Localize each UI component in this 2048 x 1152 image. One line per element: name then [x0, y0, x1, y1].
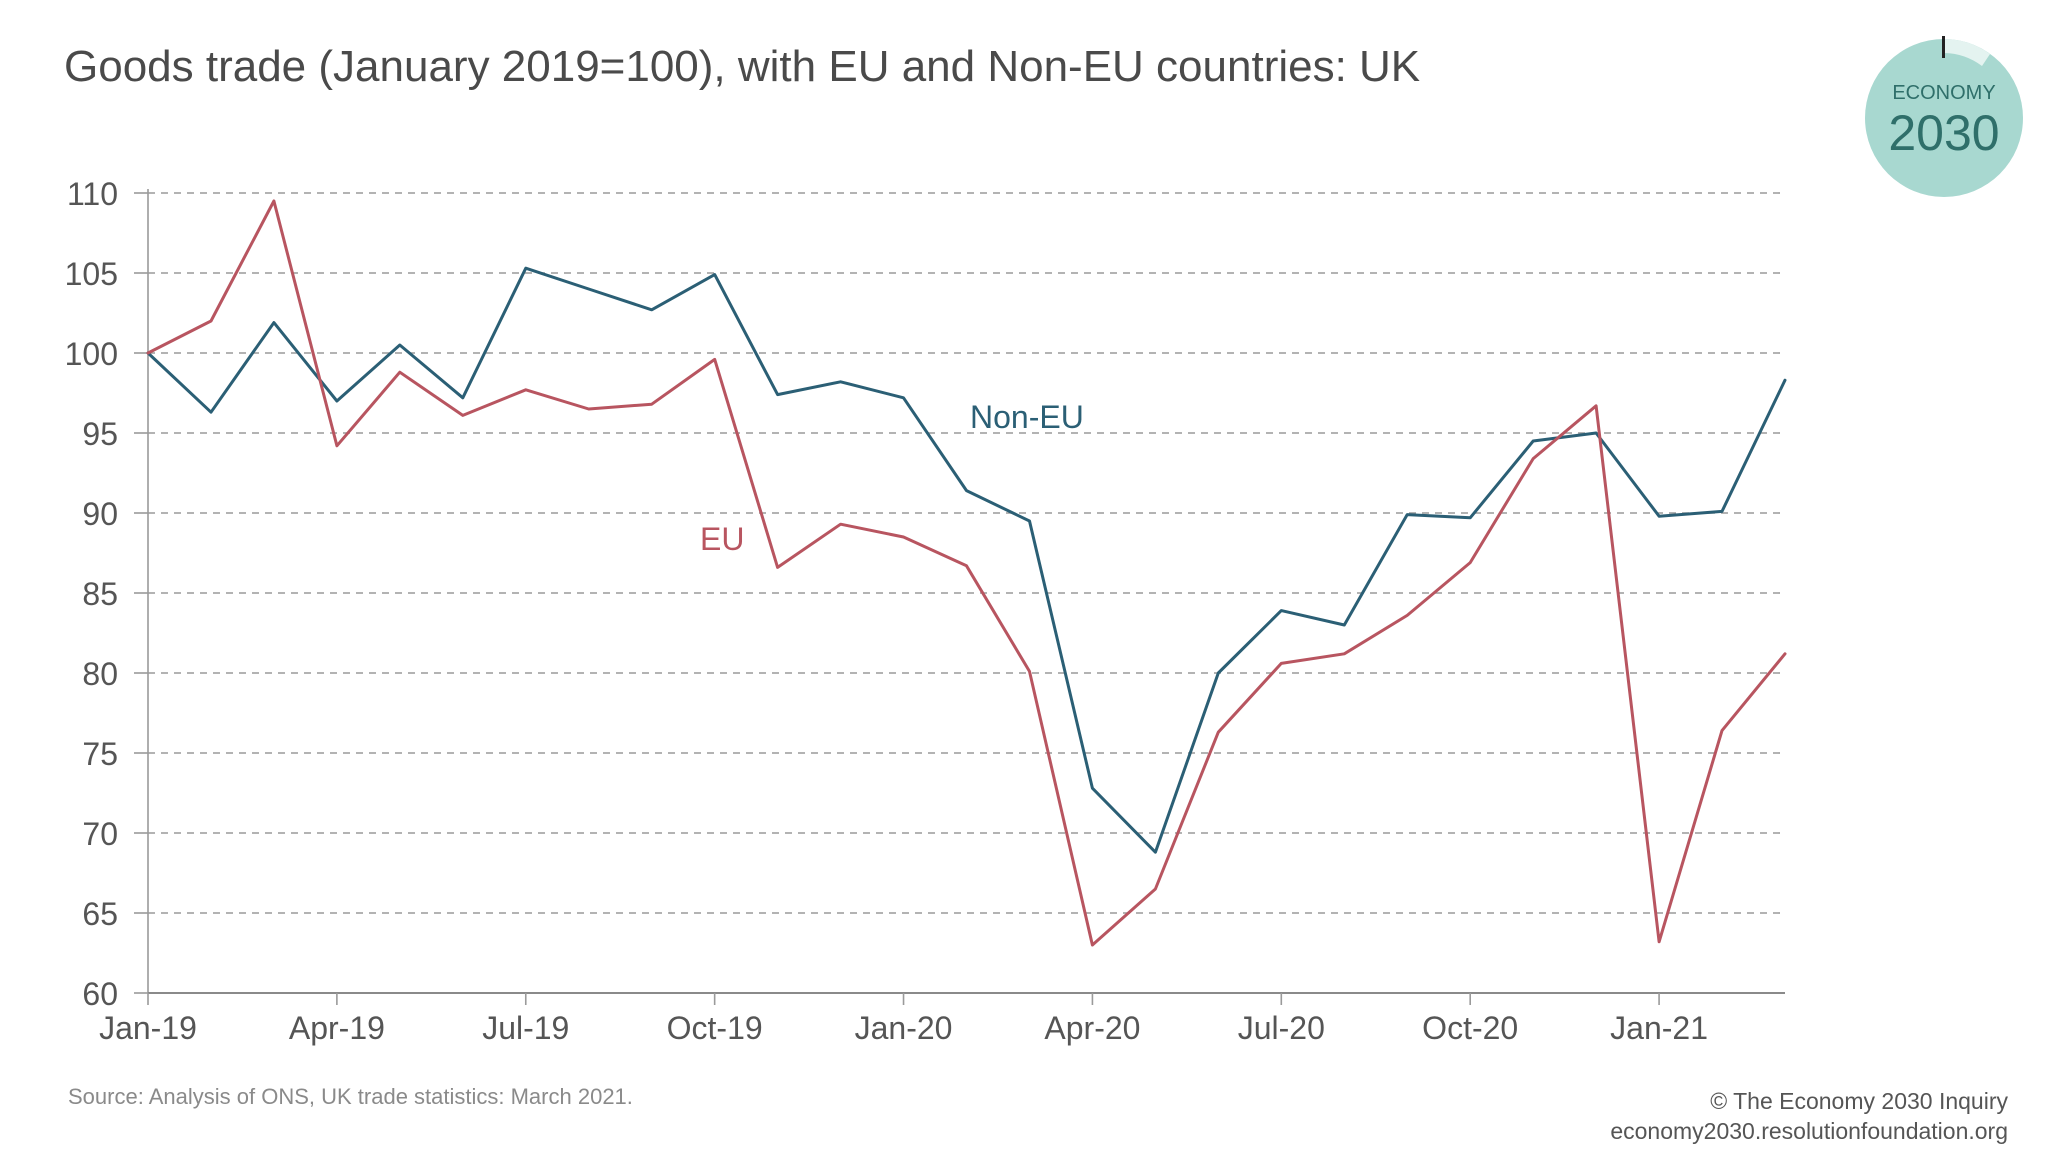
series-label-non-eu: Non-EU: [970, 399, 1084, 435]
credit-url: economy2030.resolutionfoundation.org: [1610, 1118, 2008, 1144]
economy-2030-logo: ECONOMY 2030: [1865, 36, 2023, 197]
logo-line2: 2030: [1888, 105, 1999, 161]
logo-arc: [1944, 39, 1990, 66]
source-note: Source: Analysis of ONS, UK trade statis…: [68, 1084, 633, 1109]
y-tick-label: 85: [82, 576, 118, 612]
y-tick-label: 105: [65, 256, 118, 292]
y-tick-label: 90: [82, 496, 118, 532]
logo-circle: [1865, 39, 2023, 197]
series-labels: Non-EU EU: [700, 399, 1084, 557]
x-tick-label: Jan-20: [855, 1010, 953, 1046]
x-tick-label: Jan-19: [99, 1010, 197, 1046]
x-tick-label: Jan-21: [1610, 1010, 1708, 1046]
logo-tick: [1942, 36, 1945, 58]
series-line-non-eu: [146, 266, 1787, 854]
credit-line: © The Economy 2030 Inquiry: [1710, 1088, 2008, 1114]
grid: [148, 192, 1785, 914]
x-tick-label: Jul-19: [482, 1010, 569, 1046]
y-tick-label: 110: [67, 176, 118, 212]
credit-block: © The Economy 2030 Inquiry economy2030.r…: [1610, 1086, 2008, 1146]
series-line-eu: [146, 199, 1787, 947]
x-tick-label: Oct-20: [1422, 1010, 1518, 1046]
x-tick-label: Oct-19: [667, 1010, 763, 1046]
y-tick-label: 75: [82, 736, 118, 772]
chart-title: Goods trade (January 2019=100), with EU …: [64, 42, 1421, 91]
series: [146, 199, 1787, 947]
y-tick-label: 70: [82, 816, 118, 852]
y-tick-label: 100: [65, 336, 118, 372]
y-tick-label: 95: [82, 416, 118, 452]
y-tick-label: 60: [82, 976, 118, 1012]
series-label-eu: EU: [700, 521, 744, 557]
y-tick-label: 80: [82, 656, 118, 692]
x-tick-label: Apr-20: [1044, 1010, 1140, 1046]
x-tick-label: Jul-20: [1238, 1010, 1325, 1046]
axes: 60 65 70 75 80 85 90 95 100 105 110 Jan-19 Apr-19 Jul…: [65, 176, 1785, 1046]
logo-line1: ECONOMY: [1892, 82, 1995, 104]
x-tick-label: Apr-19: [289, 1010, 385, 1046]
y-tick-label: 65: [82, 896, 118, 932]
